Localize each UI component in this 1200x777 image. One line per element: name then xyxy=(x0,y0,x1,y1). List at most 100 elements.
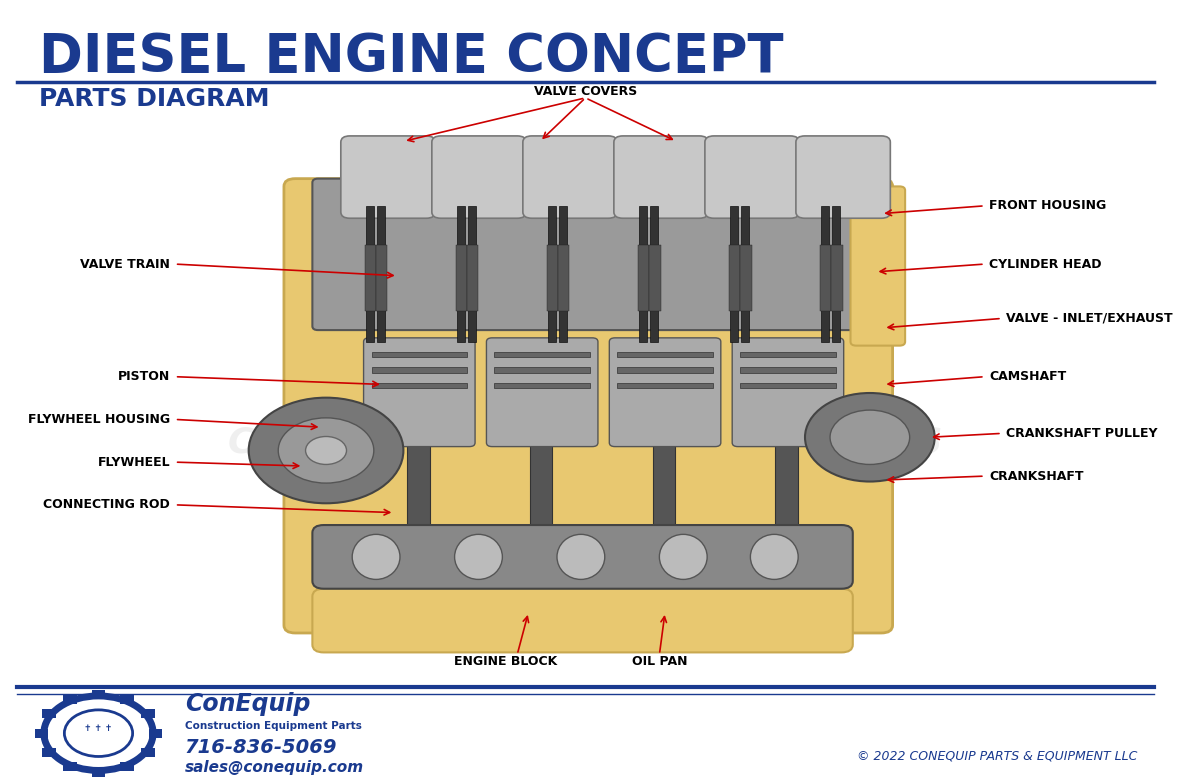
Text: FRONT HOUSING: FRONT HOUSING xyxy=(989,200,1106,212)
Bar xyxy=(42,748,56,758)
Bar xyxy=(638,206,647,342)
Text: CAMSHAFT: CAMSHAFT xyxy=(989,370,1067,383)
Bar xyxy=(637,245,649,311)
Bar xyxy=(468,206,476,342)
Bar xyxy=(833,206,840,342)
Text: VALVE COVERS: VALVE COVERS xyxy=(534,85,637,98)
Bar xyxy=(457,206,464,342)
Bar xyxy=(35,729,48,738)
Circle shape xyxy=(306,437,347,465)
Text: ConEquip: ConEquip xyxy=(185,692,311,716)
Bar xyxy=(120,762,133,772)
FancyBboxPatch shape xyxy=(614,136,708,218)
Bar xyxy=(365,245,376,311)
FancyBboxPatch shape xyxy=(312,589,853,653)
FancyBboxPatch shape xyxy=(851,186,905,346)
FancyBboxPatch shape xyxy=(284,179,893,633)
Circle shape xyxy=(830,410,910,465)
Bar xyxy=(64,695,77,704)
Bar xyxy=(728,245,740,311)
Text: PISTON: PISTON xyxy=(118,370,170,383)
Text: Construction Equipment Parts: Construction Equipment Parts xyxy=(185,721,362,731)
Bar xyxy=(140,748,155,758)
Bar xyxy=(64,762,77,772)
FancyBboxPatch shape xyxy=(364,338,475,447)
Text: CONNECTING ROD: CONNECTING ROD xyxy=(43,498,170,511)
Text: CRANKSHAFT: CRANKSHAFT xyxy=(989,469,1084,483)
Bar xyxy=(91,768,106,777)
Bar xyxy=(149,729,162,738)
Text: FLYWHEEL: FLYWHEEL xyxy=(97,455,170,469)
Ellipse shape xyxy=(455,535,503,580)
Bar xyxy=(548,206,556,342)
Bar xyxy=(617,383,713,388)
Bar xyxy=(740,245,751,311)
Bar xyxy=(832,245,842,311)
Ellipse shape xyxy=(557,535,605,580)
Circle shape xyxy=(278,418,374,483)
Text: CRANKSHAFT PULLEY: CRANKSHAFT PULLEY xyxy=(1007,427,1158,440)
Bar xyxy=(730,206,738,342)
FancyBboxPatch shape xyxy=(432,136,527,218)
Text: VALVE TRAIN: VALVE TRAIN xyxy=(80,257,170,270)
FancyBboxPatch shape xyxy=(732,338,844,447)
FancyBboxPatch shape xyxy=(486,338,598,447)
Bar xyxy=(372,352,467,357)
FancyBboxPatch shape xyxy=(523,136,617,218)
Text: CYLINDER HEAD: CYLINDER HEAD xyxy=(989,257,1102,270)
Bar xyxy=(559,206,568,342)
FancyBboxPatch shape xyxy=(341,136,436,218)
Bar xyxy=(740,368,835,373)
Text: sales@conequip.com: sales@conequip.com xyxy=(185,760,364,775)
Bar xyxy=(467,245,479,311)
Circle shape xyxy=(248,398,403,503)
Bar xyxy=(377,206,385,342)
Bar xyxy=(617,352,713,357)
Bar xyxy=(407,435,430,552)
Bar xyxy=(366,206,374,342)
Bar xyxy=(120,695,133,704)
FancyBboxPatch shape xyxy=(796,136,890,218)
Bar xyxy=(494,352,590,357)
Bar xyxy=(740,383,835,388)
Circle shape xyxy=(805,393,935,482)
Bar xyxy=(91,690,106,699)
Text: PARTS DIAGRAM: PARTS DIAGRAM xyxy=(40,87,270,111)
Bar xyxy=(42,709,56,719)
Bar xyxy=(372,368,467,373)
Bar xyxy=(740,352,835,357)
Ellipse shape xyxy=(352,535,400,580)
Text: © 2022 CONEQUIP PARTS & EQUIPMENT LLC: © 2022 CONEQUIP PARTS & EQUIPMENT LLC xyxy=(857,750,1138,763)
FancyBboxPatch shape xyxy=(610,338,721,447)
Bar xyxy=(653,435,676,552)
Text: 716-836-5069: 716-836-5069 xyxy=(185,737,337,757)
Text: VALVE - INLET/EXHAUST: VALVE - INLET/EXHAUST xyxy=(1007,312,1172,325)
FancyBboxPatch shape xyxy=(704,136,799,218)
Bar xyxy=(547,245,558,311)
Ellipse shape xyxy=(750,535,798,580)
FancyBboxPatch shape xyxy=(312,179,864,330)
Bar xyxy=(456,245,467,311)
Bar xyxy=(649,245,660,311)
Bar xyxy=(820,245,832,311)
Bar xyxy=(372,383,467,388)
Text: FLYWHEEL HOUSING: FLYWHEEL HOUSING xyxy=(28,413,170,426)
Bar xyxy=(650,206,659,342)
Bar xyxy=(494,368,590,373)
Bar xyxy=(529,435,552,552)
Bar xyxy=(140,709,155,719)
Text: OIL PAN: OIL PAN xyxy=(631,655,688,668)
Bar xyxy=(617,368,713,373)
Bar xyxy=(494,383,590,388)
Bar xyxy=(775,435,798,552)
Bar xyxy=(742,206,749,342)
Bar xyxy=(376,245,388,311)
Bar xyxy=(821,206,829,342)
Text: ✝ ✝ ✝: ✝ ✝ ✝ xyxy=(84,724,113,733)
Text: ENGINE BLOCK: ENGINE BLOCK xyxy=(454,655,558,668)
Ellipse shape xyxy=(659,535,707,580)
Bar xyxy=(558,245,570,311)
Text: CONSTRUCTION EQUIPMENT PARTS: CONSTRUCTION EQUIPMENT PARTS xyxy=(228,426,943,460)
FancyBboxPatch shape xyxy=(312,525,853,589)
Text: DIESEL ENGINE CONCEPT: DIESEL ENGINE CONCEPT xyxy=(40,31,784,83)
